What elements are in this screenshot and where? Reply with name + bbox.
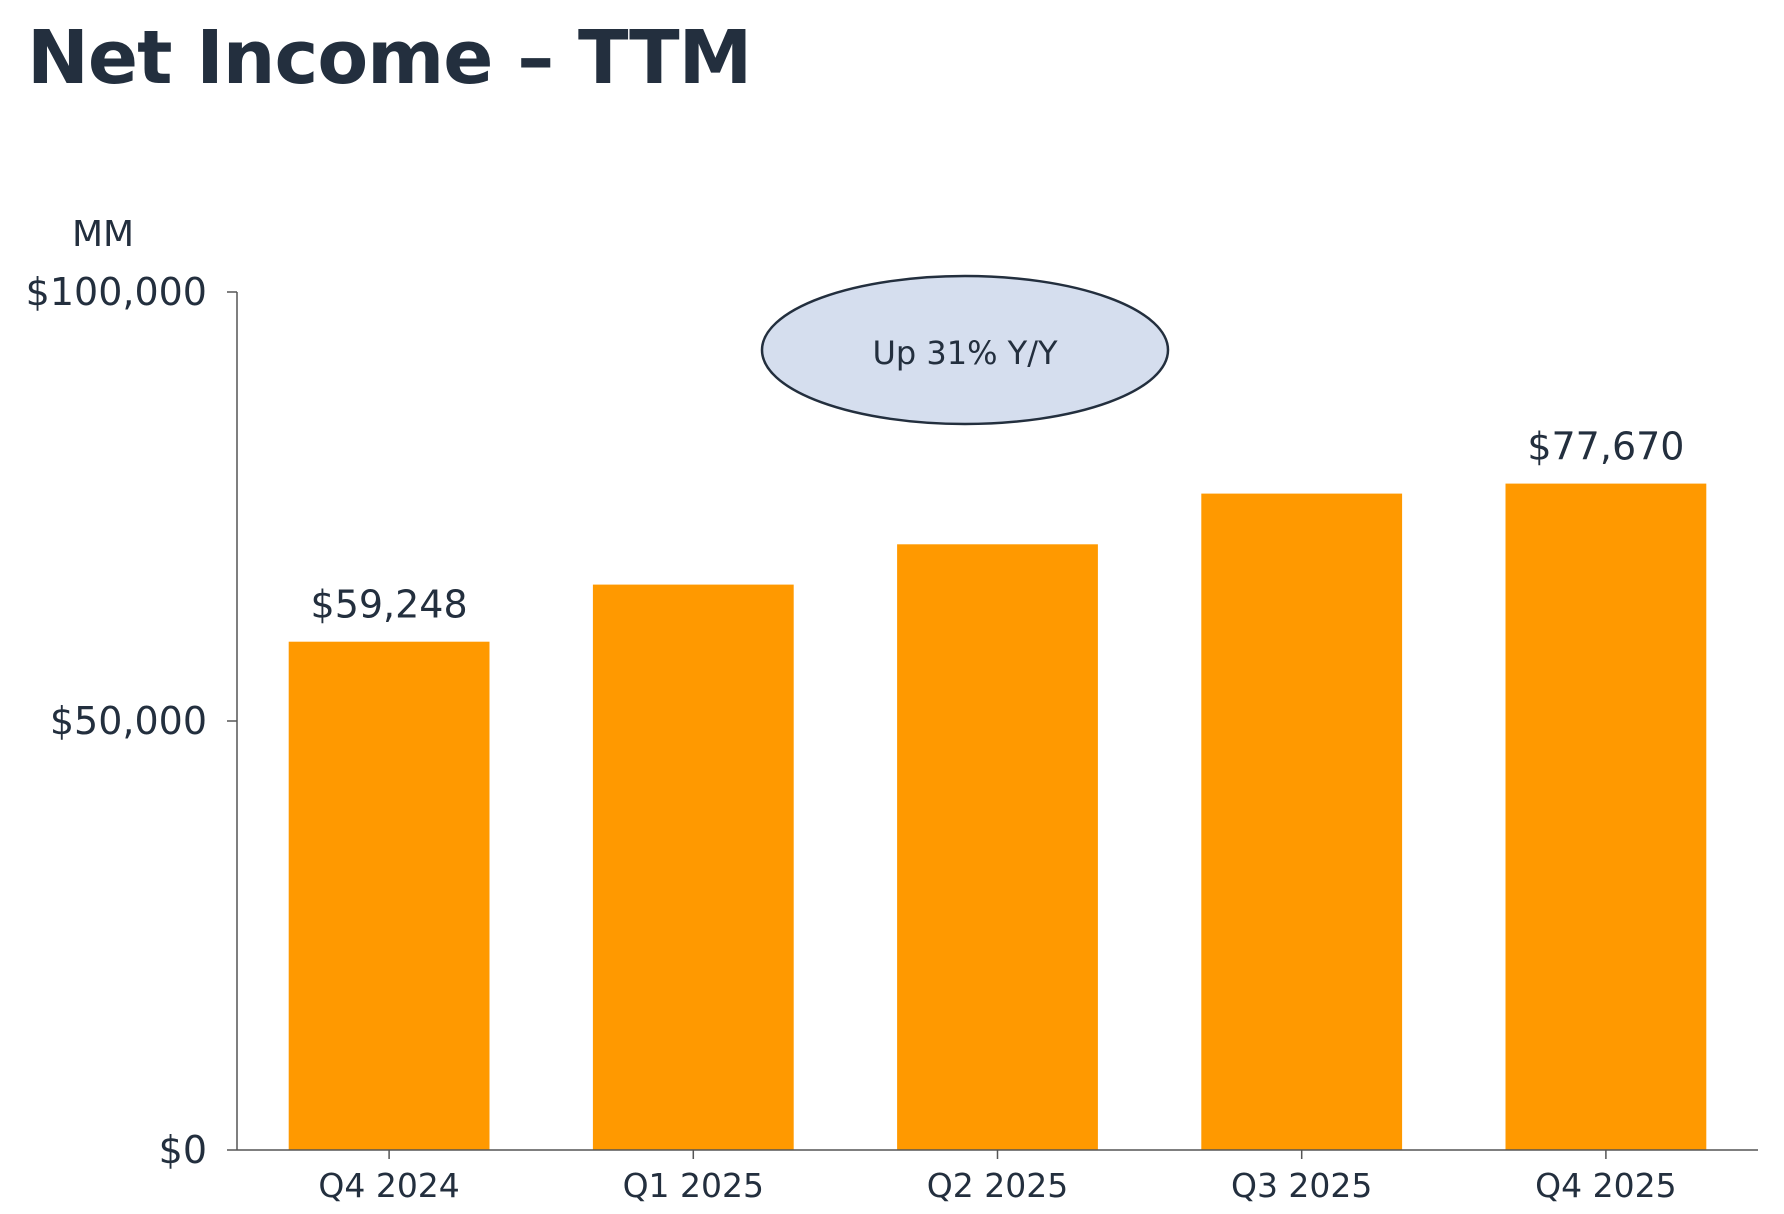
bar-q4-2025 xyxy=(1505,483,1707,1151)
x-tick-label: Q3 2025 xyxy=(1231,1166,1372,1205)
data-label: $77,670 xyxy=(1527,425,1684,469)
bar-q4-2024 xyxy=(288,641,490,1150)
x-tick-label: Q4 2025 xyxy=(1535,1166,1676,1205)
x-tick-label: Q2 2025 xyxy=(927,1166,1068,1205)
annotation-callout: Up 31% Y/Y xyxy=(760,274,1170,426)
bar-q2-2025 xyxy=(897,544,1098,1150)
y-tick-label: $0 xyxy=(159,1128,207,1172)
y-tick-label: $100,000 xyxy=(26,270,207,314)
data-label: $59,248 xyxy=(311,583,468,627)
unit-label: MM xyxy=(72,214,134,255)
page-title: Net Income – TTM xyxy=(27,15,752,101)
axes-layer xyxy=(227,291,1758,1159)
bars-layer xyxy=(288,483,1707,1151)
x-tick-label: Q4 2024 xyxy=(318,1166,459,1205)
annotation-ellipse xyxy=(760,274,1170,426)
annotation-text: Up 31% Y/Y xyxy=(872,334,1058,372)
labels-layer: Q4 2024 $59,248 Q1 2025 Q2 2025 Q3 2025 Q4 20… xyxy=(26,270,1685,1205)
bar-q3-2025 xyxy=(1201,493,1403,1151)
y-tick-label: $50,000 xyxy=(50,699,207,743)
x-tick-label: Q1 2025 xyxy=(623,1166,764,1205)
bar-q1-2025 xyxy=(592,584,794,1150)
